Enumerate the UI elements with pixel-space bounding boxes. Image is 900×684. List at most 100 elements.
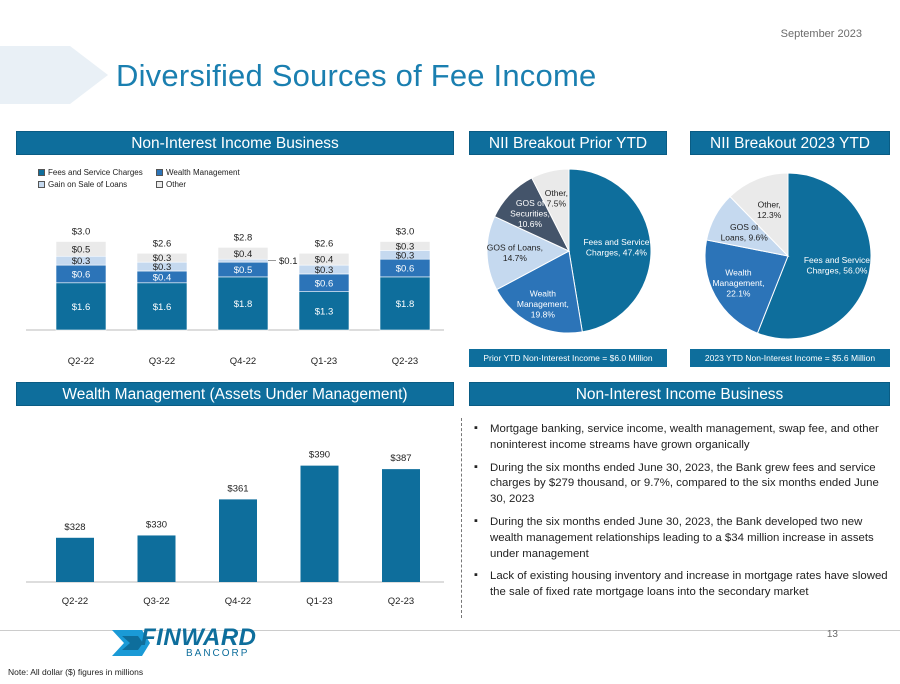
logo-subtitle: BANCORP bbox=[186, 648, 250, 659]
bar-segment-label: $1.6 bbox=[72, 302, 91, 313]
header-wealth-management: Wealth Management (Assets Under Manageme… bbox=[16, 382, 454, 406]
bar-segment-label: $0.3 bbox=[72, 256, 91, 267]
bar-segment-label: $0.5 bbox=[234, 265, 253, 276]
bar-segment bbox=[217, 276, 269, 331]
bar-segment-label: $0.4 bbox=[234, 249, 253, 260]
aum-bar-chart: $328 Q2-22 $330 Q3-22 $361 Q4-22 $390 Q1-23 $387… bbox=[26, 450, 444, 607]
x-tick-label: Q4-22 bbox=[225, 596, 251, 607]
legend-swatch-gain bbox=[38, 181, 45, 188]
bar-segment bbox=[298, 291, 350, 331]
nii-prior-pie-chart: Fees and Service Charges, 47.4% Wealth Mana… bbox=[486, 168, 652, 334]
nii-stacked-bar-chart: $1.6$0.6$0.3$0.5$3.0Q2-22$1.6$0.4$0.3$0.… bbox=[26, 227, 444, 367]
pie-slice-label: Wealth Management, 22.1% bbox=[712, 268, 764, 299]
legend-label-other: Other bbox=[166, 180, 187, 189]
bar-segment-label: $1.8 bbox=[396, 299, 415, 310]
bar-total-label: $2.6 bbox=[315, 238, 334, 249]
aum-bar-label: $361 bbox=[227, 483, 248, 494]
pie-slice bbox=[756, 172, 872, 340]
pie-slice-label: Other, 7.5% bbox=[545, 188, 568, 209]
x-tick-label: Q2-23 bbox=[392, 356, 418, 367]
logo-name: FINWARD bbox=[141, 624, 257, 651]
finward-logo-icon bbox=[112, 630, 150, 656]
x-tick-label: Q2-22 bbox=[62, 596, 88, 607]
aum-bar-label: $328 bbox=[64, 522, 85, 533]
pie-slice-label: Fees and Service Charges, 56.0% bbox=[804, 255, 870, 276]
bar-segment bbox=[379, 276, 431, 331]
nii-2023-pie-chart: Fees and Service Charges, 56.0% Wealth Mana… bbox=[704, 172, 872, 340]
aum-bar bbox=[382, 469, 420, 582]
bar-segment-label: $0.5 bbox=[72, 244, 91, 255]
x-tick-label: Q4-22 bbox=[230, 356, 256, 367]
bullet-item: Lack of existing housing inventory and i… bbox=[474, 568, 894, 601]
bar-segment-label: $1.3 bbox=[315, 306, 334, 317]
bar-segment-label: $0.3 bbox=[153, 253, 172, 264]
legend-item-gain: Gain on Sale of Loans bbox=[38, 180, 127, 189]
aum-bar-label: $390 bbox=[309, 450, 330, 461]
pie-slice bbox=[486, 215, 571, 291]
x-tick-label: Q1-23 bbox=[311, 356, 337, 367]
legend-swatch-fees bbox=[38, 169, 45, 176]
legend-item-wealth: Wealth Management bbox=[156, 168, 240, 177]
bar-segment-label: $0.3 bbox=[396, 250, 415, 261]
prior-ytd-total-note: Prior YTD Non-Interest Income = $6.0 Mil… bbox=[469, 349, 667, 367]
pie-slice bbox=[568, 168, 652, 333]
legend-label-wealth: Wealth Management bbox=[166, 168, 240, 177]
bar-segment bbox=[217, 247, 269, 260]
bar-total-label: $3.0 bbox=[72, 227, 91, 238]
ytd-2023-total-note: 2023 YTD Non-Interest Income = $5.6 Mill… bbox=[690, 349, 890, 367]
bar-segment-label: $0.6 bbox=[315, 278, 334, 289]
bar-total-label: $2.6 bbox=[153, 238, 172, 249]
date-label: September 2023 bbox=[780, 28, 862, 40]
bar-total-label: $2.8 bbox=[234, 232, 253, 243]
pie-slice bbox=[729, 172, 789, 258]
pie-slice bbox=[704, 239, 789, 334]
bar-segment-label: $0.3 bbox=[396, 241, 415, 252]
bar-total-label: $3.0 bbox=[396, 227, 415, 238]
chart-legend: Fees and Service Charges Wealth Manageme… bbox=[38, 168, 298, 192]
bar-segment bbox=[55, 282, 107, 331]
bullet-item: During the six months ended June 30, 202… bbox=[474, 514, 894, 562]
legend-label-gain: Gain on Sale of Loans bbox=[48, 180, 128, 189]
pie-slice bbox=[531, 168, 570, 252]
bar-segment bbox=[379, 241, 431, 251]
aum-bar-label: $387 bbox=[390, 453, 411, 464]
x-tick-label: Q2-22 bbox=[68, 356, 94, 367]
bar-segment bbox=[136, 282, 188, 331]
x-tick-label: Q3-22 bbox=[143, 596, 169, 607]
title-arrow-decoration bbox=[0, 46, 108, 104]
bar-segment-label: $0.3 bbox=[315, 265, 334, 276]
aum-bar bbox=[219, 499, 257, 582]
bar-segment bbox=[55, 241, 107, 257]
header-nii-prior-ytd: NII Breakout Prior YTD bbox=[469, 131, 667, 155]
page-title: Diversified Sources of Fee Income bbox=[116, 58, 597, 93]
aum-bar bbox=[300, 465, 339, 582]
bar-segment-label: $0.4 bbox=[315, 255, 334, 266]
aum-bar bbox=[137, 535, 176, 582]
aum-bar bbox=[56, 537, 94, 582]
pie-slice-label: Other, 12.3% bbox=[757, 200, 782, 221]
bar-segment-label: $0.4 bbox=[153, 272, 172, 283]
bullet-list: Mortgage banking, service income, wealth… bbox=[474, 421, 894, 608]
pie-slice-label: Wealth Management, 19.8% bbox=[517, 288, 569, 319]
legend-label-fees: Fees and Service Charges bbox=[48, 168, 143, 177]
footer-divider bbox=[0, 630, 900, 631]
bar-segment-label: $0.1 bbox=[279, 256, 298, 267]
bar-segment bbox=[136, 252, 188, 263]
pie-slice-label: GOS of Loans, 9.6% bbox=[721, 222, 769, 243]
x-tick-label: Q1-23 bbox=[306, 596, 332, 607]
bar-segment-label: $0.3 bbox=[153, 262, 172, 273]
bullet-item: Mortgage banking, service income, wealth… bbox=[474, 421, 894, 454]
pie-slice bbox=[495, 250, 583, 334]
header-nii-2023-ytd: NII Breakout 2023 YTD bbox=[690, 131, 890, 155]
legend-item-other: Other bbox=[156, 180, 186, 189]
x-tick-label: Q3-22 bbox=[149, 356, 175, 367]
section-divider bbox=[461, 418, 462, 618]
header-nii-business: Non-Interest Income Business bbox=[16, 131, 454, 155]
pie-slice-label: GOS of Loans, 14.7% bbox=[487, 242, 543, 263]
bar-segment bbox=[298, 252, 350, 266]
legend-swatch-other bbox=[156, 181, 163, 188]
legend-swatch-wealth bbox=[156, 169, 163, 176]
page-number: 13 bbox=[826, 629, 838, 640]
bar-segment-label: $1.6 bbox=[153, 302, 172, 313]
bullet-item: During the six months ended June 30, 202… bbox=[474, 460, 894, 508]
